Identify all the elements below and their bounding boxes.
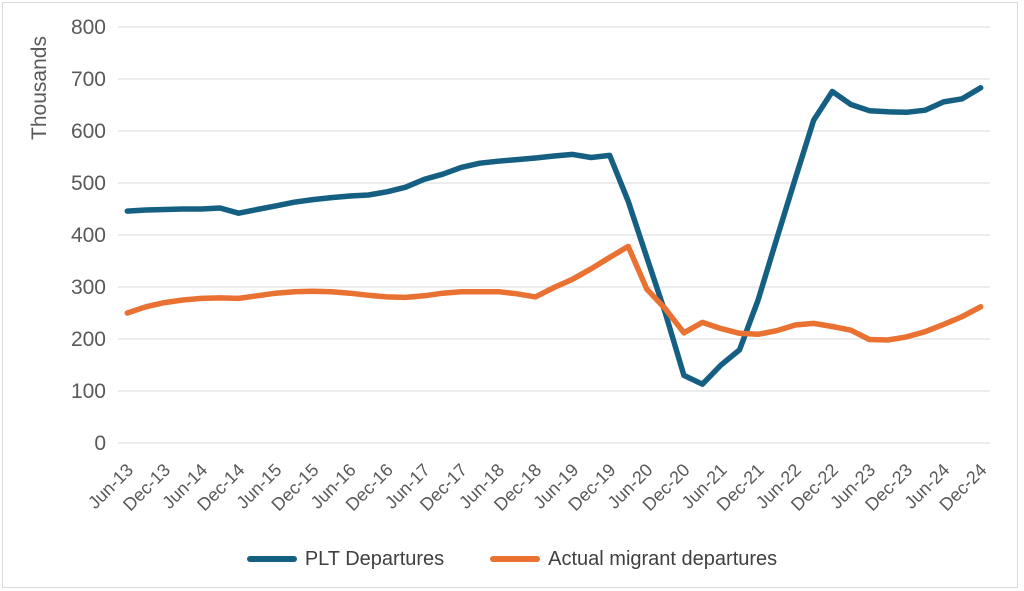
- y-axis-tick-label: 400: [71, 224, 106, 247]
- legend: PLT Departures Actual migrant departures: [0, 543, 1024, 575]
- actual-migrant-departures-swatch: [490, 556, 541, 562]
- y-axis-tick-labels: 0 100 200 300 400 500 600 700 800: [71, 16, 106, 455]
- legend-label-plt-departures: PLT Departures: [304, 548, 445, 570]
- y-axis-tick-label: 700: [71, 68, 106, 91]
- y-axis-tick-label: 200: [71, 328, 106, 351]
- legend-item-actual-migrant-departures: Actual migrant departures: [490, 549, 777, 569]
- gridlines: [118, 26, 990, 444]
- series-lines: [124, 85, 984, 387]
- y-axis-tick-label: 600: [71, 120, 106, 143]
- legend-label-actual-migrant-departures: Actual migrant departures: [548, 548, 778, 570]
- plt-departures-line: [124, 85, 984, 387]
- y-axis-tick-label: 100: [71, 380, 106, 403]
- x-axis-tick-labels: Jun-13Dec-13Jun-14Dec-14Jun-15Dec-15Jun-…: [84, 460, 991, 515]
- y-axis-title: Thousands: [28, 36, 51, 140]
- legend-item-plt-departures: PLT Departures: [246, 548, 445, 570]
- plt-departures-swatch: [246, 556, 297, 562]
- actual-migrant-departures-line: [124, 243, 984, 343]
- y-axis-tick-label: 0: [94, 432, 106, 455]
- y-axis-tick-label: 300: [71, 276, 106, 299]
- y-axis-tick-label: 500: [71, 172, 106, 195]
- y-axis-tick-label: 800: [71, 16, 106, 39]
